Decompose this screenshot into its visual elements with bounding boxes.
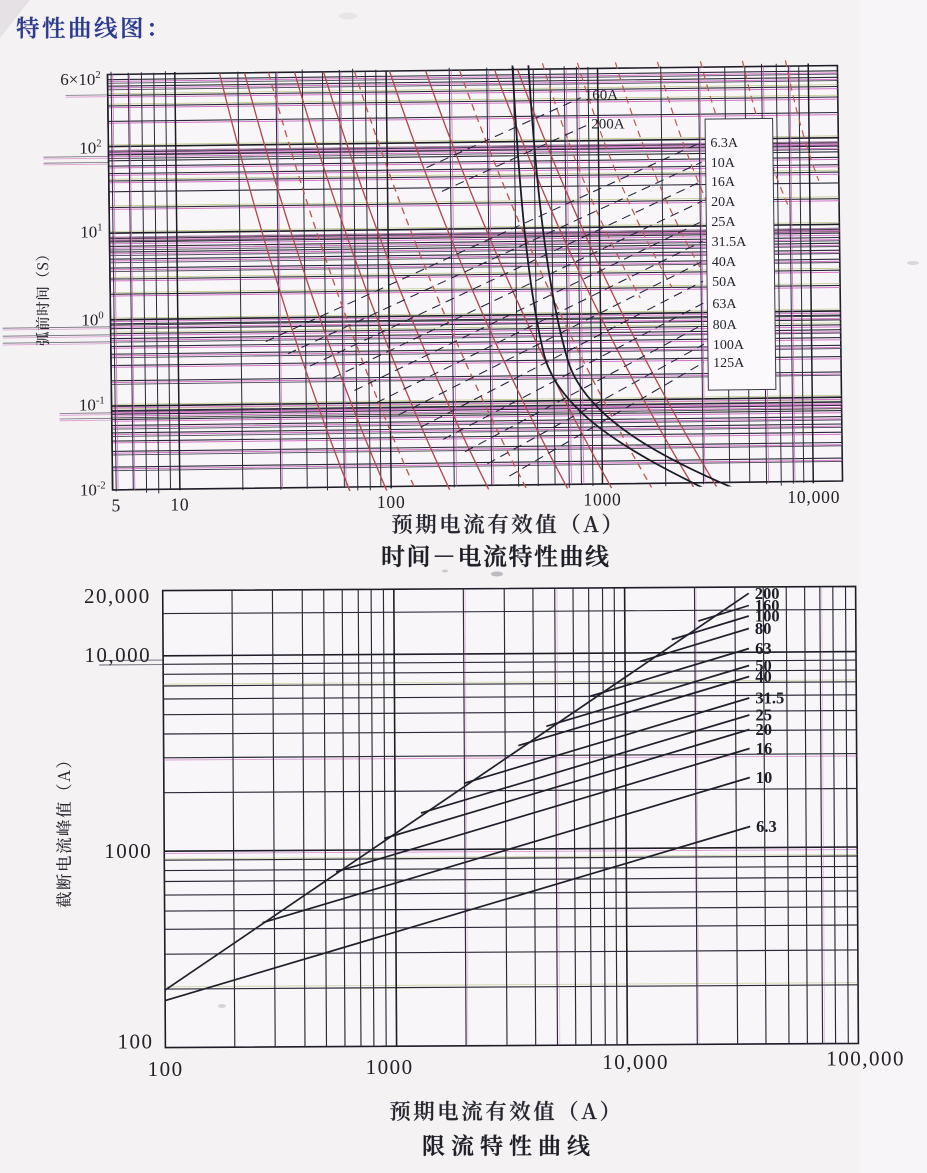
svg-text:6.3: 6.3 — [756, 817, 777, 836]
svg-text:6×102: 6×102 — [60, 70, 100, 89]
svg-text:160A: 160A — [585, 88, 619, 104]
svg-text:100: 100 — [377, 492, 406, 512]
svg-text:25A: 25A — [711, 215, 736, 230]
svg-text:100A: 100A — [713, 338, 745, 353]
svg-text:25: 25 — [756, 706, 773, 725]
svg-text:10: 10 — [756, 768, 773, 787]
svg-text:20,000: 20,000 — [84, 584, 151, 608]
svg-text:6.3A: 6.3A — [710, 136, 739, 151]
svg-text:100: 100 — [81, 311, 103, 330]
svg-text:20A: 20A — [711, 195, 736, 210]
svg-text:100,000: 100,000 — [826, 1047, 905, 1071]
svg-text:80A: 80A — [713, 318, 738, 333]
svg-text:10,000: 10,000 — [602, 1050, 669, 1074]
svg-text:31.5: 31.5 — [755, 689, 784, 708]
svg-text:100: 100 — [148, 1057, 184, 1081]
svg-text:102: 102 — [79, 139, 101, 158]
svg-text:10,000: 10,000 — [84, 643, 151, 667]
svg-text:200A: 200A — [591, 117, 625, 133]
svg-text:200: 200 — [755, 584, 780, 603]
svg-text:10A: 10A — [711, 156, 736, 171]
svg-text:10,000: 10,000 — [787, 487, 840, 507]
svg-text:16A: 16A — [711, 175, 736, 190]
svg-text:40A: 40A — [712, 255, 737, 270]
svg-text:1000: 1000 — [104, 839, 152, 863]
svg-text:100: 100 — [755, 607, 780, 626]
svg-text:1000: 1000 — [366, 1055, 414, 1079]
svg-text:63: 63 — [755, 639, 772, 658]
svg-text:10: 10 — [170, 495, 189, 515]
svg-text:1000: 1000 — [583, 489, 621, 509]
svg-text:5: 5 — [112, 495, 122, 515]
svg-text:63A: 63A — [712, 297, 737, 312]
svg-text:50A: 50A — [712, 275, 737, 290]
svg-text:160: 160 — [755, 596, 780, 615]
svg-text:100: 100 — [118, 1030, 154, 1054]
svg-text:20: 20 — [756, 720, 773, 739]
svg-text:31.5A: 31.5A — [712, 235, 748, 250]
svg-text:40: 40 — [755, 667, 772, 686]
svg-text:101: 101 — [80, 223, 102, 242]
svg-text:50: 50 — [755, 656, 772, 675]
svg-text:16: 16 — [756, 739, 773, 758]
svg-text:80: 80 — [755, 619, 772, 638]
svg-text:125A: 125A — [713, 356, 745, 371]
